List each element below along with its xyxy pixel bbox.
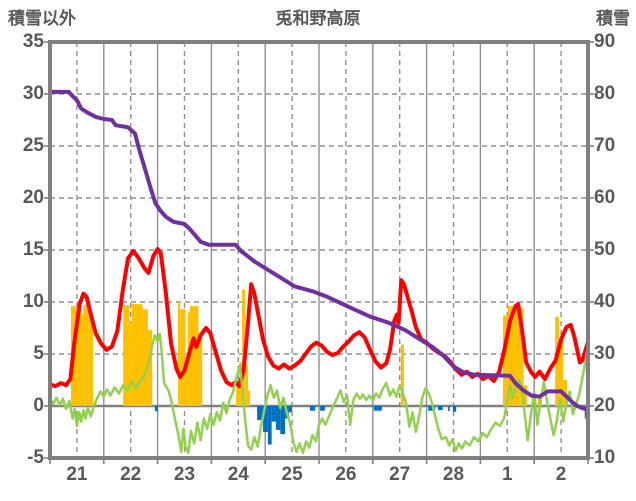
orange-bars-bar bbox=[147, 330, 153, 406]
blue-bars-bar bbox=[309, 406, 316, 411]
right-axis-tick: 90 bbox=[594, 31, 616, 52]
left-axis-tick: 20 bbox=[22, 187, 44, 208]
left-axis-tick: -5 bbox=[27, 447, 44, 468]
blue-bars-bar bbox=[288, 406, 293, 413]
orange-bars-bar bbox=[236, 380, 240, 406]
blue-bars-bar bbox=[320, 406, 325, 411]
orange-bars-bar bbox=[502, 315, 508, 406]
left-axis-tick: 10 bbox=[22, 291, 44, 312]
right-axis-tick: 40 bbox=[594, 291, 616, 312]
x-axis-tick: 22 bbox=[120, 464, 142, 485]
snow-depth-line bbox=[48, 89, 590, 413]
x-axis-tick: 23 bbox=[173, 464, 196, 485]
orange-bars-bar bbox=[88, 312, 94, 406]
left-axis-tick: 25 bbox=[22, 135, 44, 156]
blue-bars-bar bbox=[257, 406, 264, 421]
left-axis-title: 積雪以外 bbox=[8, 9, 76, 28]
blue-bars-bar bbox=[275, 406, 281, 430]
orange-bars-bar bbox=[83, 305, 89, 406]
right-axis-tick: 60 bbox=[594, 187, 616, 208]
chart-title: 兎和野高原 bbox=[275, 9, 361, 28]
x-axis-tick: 21 bbox=[66, 464, 88, 485]
orange-bars-bar bbox=[521, 308, 524, 406]
x-axis-tick: 1 bbox=[502, 464, 513, 485]
blue-bars-bar bbox=[271, 406, 276, 422]
orange-bars-bar bbox=[189, 306, 199, 406]
x-axis-tick: 2 bbox=[555, 464, 567, 485]
right-axis-tick: 20 bbox=[594, 395, 616, 416]
orange-bars-bar bbox=[178, 302, 181, 406]
orange-bars-bar bbox=[242, 289, 246, 406]
right-axis-tick: 70 bbox=[594, 135, 616, 156]
orange-bars-bar bbox=[142, 309, 148, 406]
blue-bars-bar bbox=[437, 406, 443, 411]
blue-bars-bar bbox=[263, 406, 268, 432]
x-axis-tick: 27 bbox=[389, 464, 411, 485]
orange-bars-bar bbox=[247, 390, 251, 406]
blue-bars-bar bbox=[280, 406, 286, 435]
blue-bars-bar bbox=[448, 406, 450, 412]
orange-bars-bar bbox=[70, 306, 82, 406]
right-axis-tick: 80 bbox=[594, 83, 616, 104]
left-axis-tick: 35 bbox=[22, 31, 44, 52]
x-axis-tick: 26 bbox=[335, 464, 357, 485]
orange-bars-bar bbox=[198, 333, 203, 406]
x-axis-tick: 28 bbox=[442, 464, 465, 485]
red-line bbox=[48, 247, 590, 389]
blue-bars-bar bbox=[428, 406, 436, 411]
orange-bars-bar bbox=[81, 314, 84, 406]
orange-bars-bar bbox=[131, 304, 143, 406]
right-axis-tick: 10 bbox=[594, 447, 616, 468]
right-axis-title: 積雪 bbox=[596, 9, 630, 28]
orange-bars-bar bbox=[180, 309, 186, 406]
x-axis-tick: 25 bbox=[281, 464, 303, 485]
orange-bars-bar bbox=[129, 322, 132, 406]
green-line bbox=[48, 332, 590, 455]
right-axis-tick: 50 bbox=[594, 239, 616, 260]
left-axis-tick: 30 bbox=[22, 83, 44, 104]
orange-bars-bar bbox=[558, 340, 564, 406]
plot-border bbox=[48, 40, 590, 460]
right-axis-tick: 30 bbox=[594, 343, 616, 364]
orange-bars-bar bbox=[245, 364, 248, 406]
orange-bars-bar bbox=[400, 344, 405, 406]
blue-bars-bar bbox=[267, 406, 272, 445]
blue-bars-bar bbox=[154, 406, 158, 412]
orange-bars-bar bbox=[523, 385, 528, 406]
blue-bars-bar bbox=[452, 406, 457, 412]
orange-bars-bar bbox=[123, 305, 130, 406]
left-axis-tick: 5 bbox=[33, 343, 44, 364]
left-axis-tick: 0 bbox=[33, 395, 44, 416]
orange-bars-bar bbox=[185, 364, 188, 406]
left-axis-tick: 15 bbox=[22, 239, 44, 260]
blue-bars-bar bbox=[373, 406, 382, 411]
x-axis-tick: 24 bbox=[227, 464, 249, 485]
